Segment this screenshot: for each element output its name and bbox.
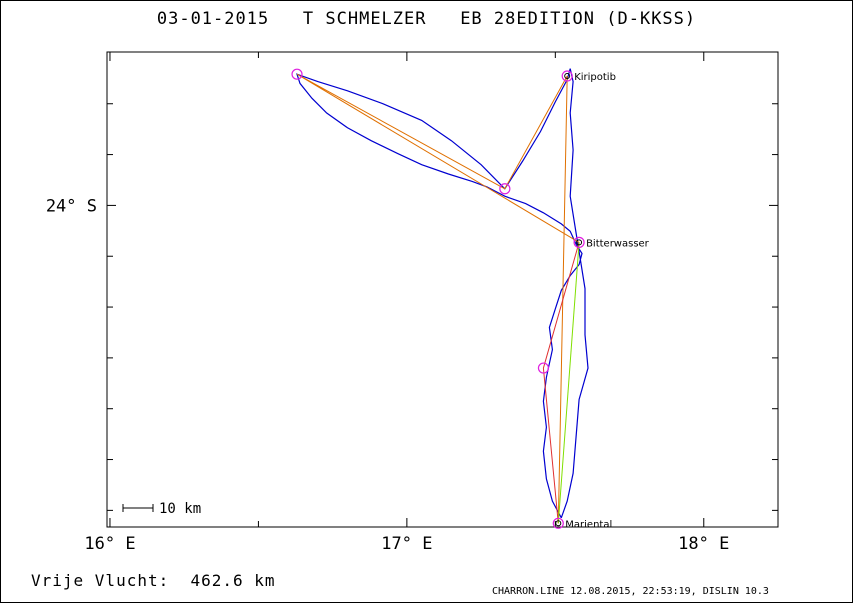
waypoint-dot xyxy=(564,73,571,80)
plot-area xyxy=(106,51,779,528)
y-tick-label: 24° S xyxy=(46,196,97,216)
waypoint-marker xyxy=(561,70,573,82)
task-line xyxy=(542,242,580,524)
x-tick-label: 17° E xyxy=(381,534,432,554)
waypoint-marker xyxy=(499,183,511,195)
task-line xyxy=(296,73,580,524)
y-axis-labels: 24° S xyxy=(46,196,97,216)
task-line xyxy=(557,242,580,524)
waypoint-dot xyxy=(576,239,583,246)
page-title: 03-01-2015 T SCHMELZER EB 28EDITION (D-K… xyxy=(156,9,697,29)
task-lines xyxy=(296,73,580,524)
axis-ticks xyxy=(107,52,778,527)
waypoint-label: Kiripotib xyxy=(574,72,616,83)
x-tick-label: 18° E xyxy=(678,534,729,554)
waypoint-marker xyxy=(537,362,550,374)
waypoint-dot xyxy=(555,520,562,527)
waypoint-marker xyxy=(573,236,585,248)
distance-readout: Vrije Vlucht: 462.6 km xyxy=(31,571,276,590)
flight-track-line xyxy=(296,68,589,519)
waypoint-label: Mariental xyxy=(565,519,612,530)
waypoints: Kiripotib Bitterwasser Mariental xyxy=(291,68,650,530)
flight-track xyxy=(296,68,589,519)
scale-bar-label: 10 km xyxy=(159,501,201,517)
x-axis-labels: 16° E 17° E 18° E xyxy=(84,534,729,554)
scale-bar: 10 km xyxy=(122,501,201,517)
x-tick-label: 16° E xyxy=(84,534,135,554)
waypoint-marker xyxy=(552,517,564,529)
waypoint-marker xyxy=(291,68,303,80)
waypoint-label: Bitterwasser xyxy=(586,238,650,249)
footer-info: CHARRON.LINE 12.08.2015, 22:53:19, DISLI… xyxy=(492,586,769,597)
